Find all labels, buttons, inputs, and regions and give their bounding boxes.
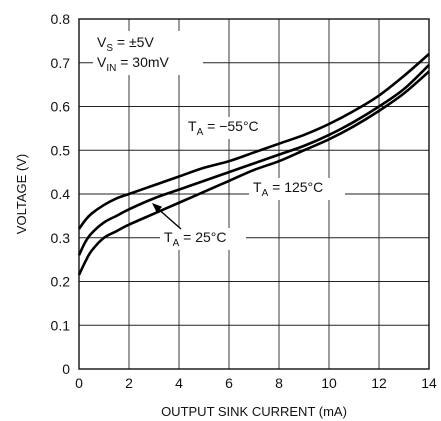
y-axis-label: VOLTAGE (V) xyxy=(14,154,29,234)
y-tick-label: 0.5 xyxy=(51,142,71,158)
x-tick-label: 8 xyxy=(275,375,283,391)
y-tick-label: 0.8 xyxy=(51,11,71,27)
conditions-legend: VS = ±5V VIN = 30mV xyxy=(93,31,203,75)
y-tick-label: 0.2 xyxy=(51,274,71,290)
x-tick-label: 4 xyxy=(175,375,183,391)
x-tick-label: 2 xyxy=(125,375,133,391)
y-tick-label: 0.3 xyxy=(51,230,71,246)
y-tick-label: 0 xyxy=(62,361,70,377)
condition-input: VIN = 30mV xyxy=(97,54,170,74)
x-tick-label: 12 xyxy=(371,375,387,391)
series-label-minus55: TA = −55°C xyxy=(184,117,278,139)
series-curve-125 xyxy=(77,70,430,276)
x-tick-label: 14 xyxy=(421,375,437,391)
x-tick-label: 10 xyxy=(321,375,337,391)
series-label-125: TA = 125°C xyxy=(249,178,345,200)
svg-text:TA = 125°C: TA = 125°C xyxy=(253,179,323,199)
series-label-25: TA = 25°C xyxy=(160,228,246,250)
pointer-head xyxy=(152,203,163,213)
x-tick-label: 0 xyxy=(75,375,83,391)
y-tick-label: 0.1 xyxy=(51,317,71,333)
series-curve-25 xyxy=(77,64,430,256)
series-lines xyxy=(77,53,430,276)
y-tick-label: 0.6 xyxy=(51,99,71,115)
svg-text:TA = 25°C: TA = 25°C xyxy=(164,229,226,249)
tick-labels: 0 2 4 6 8 10 12 14 0 0.1 0.2 0.3 0.4 0.5 0.6 0.7 0.8 xyxy=(51,11,437,391)
y-tick-label: 0.7 xyxy=(51,55,71,71)
x-tick-label: 6 xyxy=(225,375,233,391)
x-axis-label: OUTPUT SINK CURRENT (mA) xyxy=(161,404,347,419)
series-curve-minus55 xyxy=(77,53,430,230)
series-label-25-pointer xyxy=(152,203,182,230)
pointer-line xyxy=(155,206,182,230)
svg-text:TA = −55°C: TA = −55°C xyxy=(188,118,259,138)
y-tick-label: 0.4 xyxy=(51,186,71,202)
plot-frame xyxy=(78,18,430,370)
condition-supply: VS = ±5V xyxy=(97,34,154,54)
